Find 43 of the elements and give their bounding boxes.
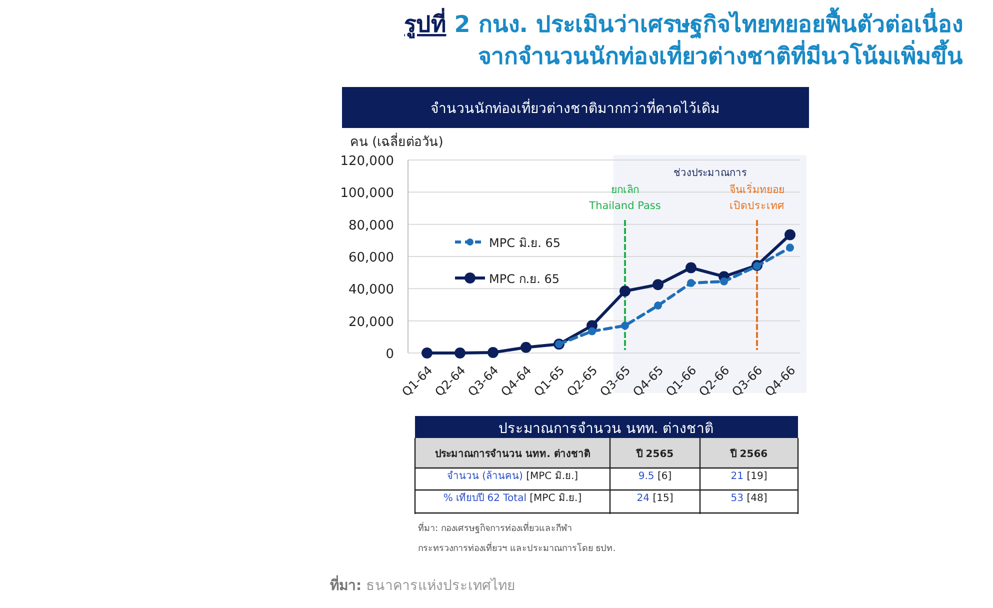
y-tick-label: 20,000 [348,314,394,330]
text: 9.5 [6] [638,471,672,482]
chart-title: รูปที่ 2 กนง. ประเมินว่าเศรษฐกิจไทยทยอยฟื้นตัวต่อเนื่อง จากจำนวนนักท่องเที่ยวต่างชาติที่มีนวโน้มเพิ่มขึ้น [404,7,963,70]
point [422,348,432,358]
y-tick-label: 100,000 [340,186,394,202]
point [620,286,630,297]
point [686,262,696,274]
point [687,279,695,288]
point [753,262,761,270]
point [786,244,794,252]
y-axis-title: คน (เฉลี่ยต่อวัน) [350,133,444,150]
text: ที่มา: ธนาคารแห่งประเทศไทย [330,575,516,594]
text: 21 [19] [730,471,768,482]
legend-label: MPC ก.ย. 65 [489,272,560,286]
y-tick-label: 0 [386,347,394,362]
text: ที่มา: กองเศรษฐกิจการท่องเที่ยวและกีฬา [418,521,572,534]
text: ปี 2565 [635,448,674,460]
text: จำนวน (ล้านคน) [MPC มิ.ย.] [446,470,578,482]
point [654,302,662,310]
band-label: ช่วงประมาณการ [673,168,748,179]
text: % เทียบปี 62 Total [MPC มิ.ย.] [443,492,582,504]
text: ประมาณการจำนวน นทท. ต่างชาติ [498,421,714,437]
text: ประมาณการจำนวน นทท. ต่างชาติ [435,448,590,460]
point [621,322,629,330]
legend-label: MPC มิ.ย. 65 [489,236,560,250]
y-tick-label: 120,000 [340,154,394,169]
point [488,347,498,358]
y-tick-label: 80,000 [348,218,394,234]
text: กระทรวงการท่องเที่ยวฯ และประมาณการโดย ธปท. [418,541,616,554]
point [588,327,596,336]
point [720,277,728,286]
text: 24 [15] [636,493,674,504]
y-tick-label: 40,000 [348,282,394,298]
ref-line-label: ยกเลิก Thailand Pass [588,184,661,212]
point [520,342,532,353]
y-tick-label: 60,000 [348,250,394,266]
point [784,229,796,240]
ref-line-label: จีนเริ่มทยอย เปิดประเทศ [730,182,784,212]
point [454,348,466,358]
chart-subtitle: จำนวนนักท่องเที่ยวต่างชาติมากกว่าที่คาดไว้เดิม [430,99,720,117]
point [652,279,664,290]
text: 53 [48] [730,493,768,504]
text: ปี 2566 [729,448,768,460]
